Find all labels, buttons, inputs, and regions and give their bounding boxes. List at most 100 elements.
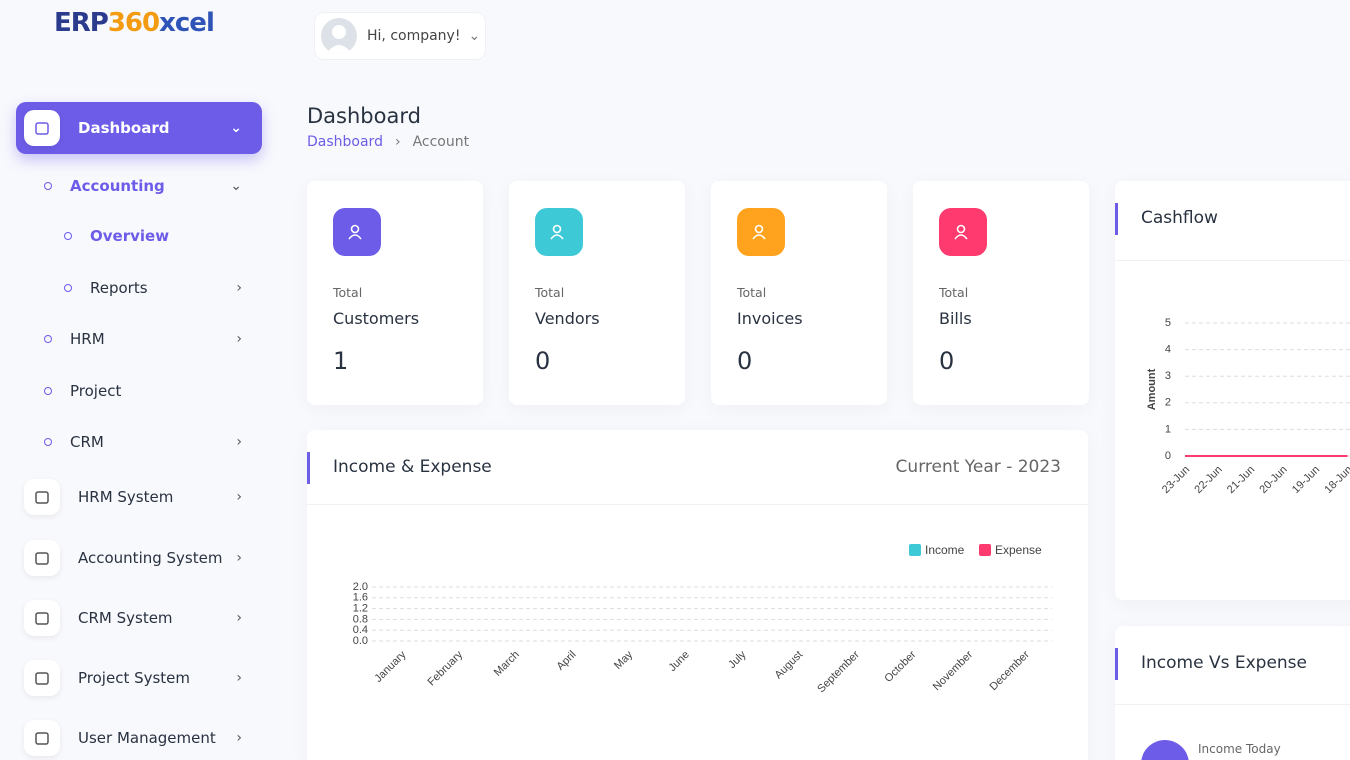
chevron: › <box>236 434 242 450</box>
chevron: › <box>236 610 242 626</box>
icon <box>24 600 60 636</box>
y-tick-label: 4 <box>1165 344 1171 356</box>
income-today-label: Income Today <box>1198 742 1281 756</box>
stat-label: Customers <box>333 309 420 328</box>
breadcrumb-link[interactable]: Dashboard <box>307 134 383 150</box>
chevron: › <box>236 670 242 686</box>
stat-card[interactable]: Total Vendors 0 <box>509 181 685 405</box>
bullet <box>44 182 52 190</box>
x-tick-label: February <box>426 648 466 688</box>
bullet <box>64 284 72 292</box>
sidebar-label: Dashboard <box>78 119 170 137</box>
sidebar-item[interactable]: CRM › <box>16 416 262 468</box>
accent <box>307 452 310 484</box>
sidebar-item[interactable]: Project <box>16 365 262 417</box>
sidebar-item[interactable]: Dashboard ⌄ <box>16 102 262 154</box>
x-tick-label: 22-Jun <box>1192 464 1224 496</box>
sidebar-item[interactable]: HRM › <box>16 313 262 365</box>
x-tick-label: November <box>931 648 976 693</box>
stat-card[interactable]: Total Invoices 0 <box>711 181 887 405</box>
x-tick-label: July <box>726 648 749 671</box>
stat-value: 1 <box>333 347 349 375</box>
income-icon <box>1141 740 1189 760</box>
legend-label: Income <box>925 543 965 557</box>
legend-label: Expense <box>995 543 1042 557</box>
chevron: › <box>236 331 242 347</box>
x-tick-label: August <box>772 649 805 682</box>
sidebar-label: CRM System <box>78 609 173 627</box>
logo-360: 360 <box>107 8 160 38</box>
chevron: ⌄ <box>468 28 481 44</box>
sidebar-item[interactable]: Reports › <box>16 262 262 314</box>
x-tick-label: June <box>666 649 691 674</box>
income-expense-panel: Income & Expense Current Year - 2023 0.0… <box>307 430 1088 760</box>
icon <box>24 110 60 146</box>
panel-head: Income & Expense Current Year - 2023 <box>307 430 1088 505</box>
accent <box>1115 203 1118 235</box>
panel-title: Income Vs Expense <box>1141 653 1307 673</box>
sidebar-label: Accounting System <box>78 549 223 567</box>
x-tick-label: May <box>612 648 636 672</box>
bullet <box>44 387 52 395</box>
chevron: ⌄ <box>230 120 242 136</box>
logo-xcel: xcel <box>159 8 215 38</box>
stat-card[interactable]: Total Bills 0 <box>913 181 1089 405</box>
x-tick-label: March <box>492 649 522 679</box>
avatar-icon <box>326 25 352 54</box>
cashflow-panel: Cashflow 0 1 2 3 4 5 Amount 23-Jun 22-Jun 21-Jun 2… <box>1115 181 1350 600</box>
chevron: › <box>236 489 242 505</box>
bullet <box>44 335 52 343</box>
panel-head: Income Vs Expense <box>1115 626 1350 705</box>
panel-title: Cashflow <box>1141 208 1218 228</box>
breadcrumb-current: Account <box>412 134 470 150</box>
accent <box>1115 648 1118 680</box>
sidebar-label: HRM <box>70 330 105 348</box>
y-tick-label: 1 <box>1165 423 1171 435</box>
x-tick-label: April <box>554 649 578 673</box>
bullet <box>64 232 72 240</box>
stat-caption: Total <box>535 285 565 300</box>
user-menu[interactable]: Hi, company! ⌄ <box>314 12 486 60</box>
y-tick-label: 1.2 <box>353 603 368 615</box>
sidebar-item[interactable]: Project System › <box>16 652 262 704</box>
y-tick-label: 2 <box>1165 397 1171 409</box>
sidebar-item[interactable]: Overview <box>16 210 262 262</box>
x-tick-label: 21-Jun <box>1225 464 1257 496</box>
stat-label: Invoices <box>737 309 803 328</box>
stat-value: 0 <box>737 347 753 375</box>
x-tick-label: September <box>815 648 862 695</box>
y-tick-label: 3 <box>1165 370 1171 382</box>
sidebar-label: User Management <box>78 729 216 747</box>
legend-swatch <box>909 544 921 556</box>
x-tick-label: January <box>372 648 409 685</box>
page-title: Dashboard <box>307 104 421 128</box>
sidebar-item[interactable]: HRM System › <box>16 471 262 523</box>
logo-erp: ERP <box>54 8 109 38</box>
income-expense-chart: 0.00.40.81.21.62.0 Income Expense January Fe… <box>353 543 1052 695</box>
x-tick-label: December <box>987 648 1032 693</box>
sidebar-label: Overview <box>90 227 170 245</box>
y-tick-label: 1.6 <box>353 592 368 604</box>
stat-card[interactable]: Total Customers 1 <box>307 181 483 405</box>
bullet <box>44 438 52 446</box>
stat-icon <box>535 208 583 256</box>
icon <box>24 540 60 576</box>
y-tick-label: 5 <box>1165 317 1171 329</box>
y-tick-label: 0.4 <box>353 624 368 636</box>
sidebar-item[interactable]: Accounting System › <box>16 532 262 584</box>
x-tick-label: 18-Jun <box>1322 464 1350 496</box>
icon <box>24 660 60 696</box>
stat-icon <box>737 208 785 256</box>
x-tick-label: 19-Jun <box>1290 464 1322 496</box>
logo[interactable]: ERP360xcel <box>54 8 215 38</box>
icon <box>24 720 60 756</box>
sidebar-item[interactable]: Accounting ⌄ <box>16 160 262 212</box>
sidebar-item[interactable]: CRM System › <box>16 592 262 644</box>
icon <box>24 479 60 515</box>
y-tick-label: 0 <box>1165 450 1171 462</box>
panel-title: Income & Expense <box>333 457 492 477</box>
stat-value: 0 <box>939 347 955 375</box>
stat-caption: Total <box>939 285 969 300</box>
y-axis-label: Amount <box>1146 368 1158 410</box>
sidebar-item[interactable]: User Management › <box>16 712 262 760</box>
